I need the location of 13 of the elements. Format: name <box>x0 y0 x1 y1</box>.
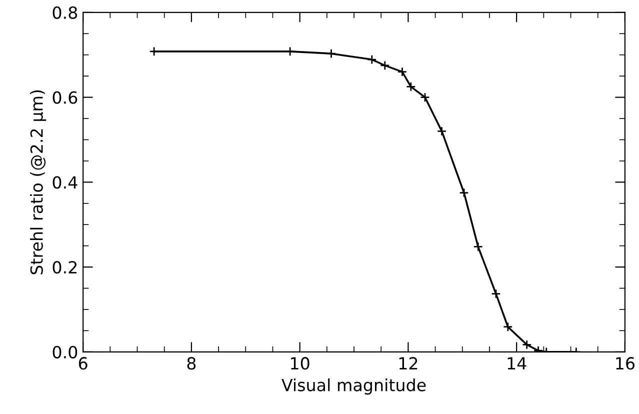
y-tick-label: 0.2 <box>52 260 77 274</box>
x-tick-label: 6 <box>78 357 88 370</box>
x-tick-label: 8 <box>187 357 196 370</box>
y-axis-title: Strehl ratio (@2.2 μm) <box>30 90 46 274</box>
x-axis-title: Visual magnitude <box>282 378 426 395</box>
x-tick-label: 14 <box>508 357 526 370</box>
y-tick-label: 0.4 <box>52 176 78 189</box>
x-tick-label: 12 <box>399 357 418 370</box>
y-tick-label: 0.0 <box>52 346 78 358</box>
y-tick-label: 0.6 <box>52 91 78 104</box>
x-tick-label: 10 <box>291 357 310 370</box>
y-tick-label: 0.8 <box>52 6 78 19</box>
x-tick-label: 16 <box>616 357 634 370</box>
